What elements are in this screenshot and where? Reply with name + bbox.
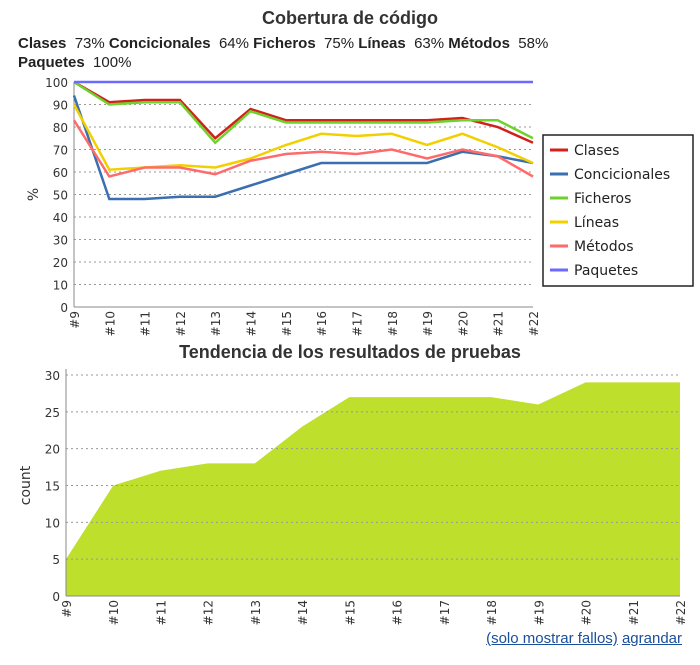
y-tick-label: 20 — [53, 256, 68, 270]
x-tick-label: #11 — [154, 600, 168, 625]
x-tick-label: #13 — [209, 311, 223, 336]
y-tick-label: 60 — [53, 166, 68, 180]
summary-value: 63% — [405, 35, 449, 52]
x-tick-label: #16 — [391, 600, 405, 625]
x-tick-label: #11 — [139, 311, 153, 336]
y-tick-label: 50 — [53, 189, 68, 203]
legend-label: Líneas — [574, 215, 619, 231]
x-tick-label: #17 — [350, 311, 364, 336]
summary-value: 73% — [66, 35, 109, 52]
y-tick-label: 90 — [53, 99, 68, 113]
x-tick-label: #9 — [60, 600, 74, 618]
x-tick-label: #17 — [438, 600, 452, 625]
x-tick-label: #10 — [103, 311, 117, 336]
summary-label: Paquetes — [18, 54, 85, 71]
legend-label: Concicionales — [574, 167, 670, 183]
failures-only-link[interactable]: (solo mostrar fallos) — [486, 630, 618, 647]
x-tick-label: #19 — [532, 600, 546, 625]
tests-trend-chart: 0 5 10 15 20 25 30 #9 #10 #11 #12 #13 #14 #15 #16 #17 #1… — [18, 369, 688, 625]
x-tick-label: #9 — [68, 311, 82, 329]
x-tick-label: #18 — [386, 311, 400, 336]
enlarge-link[interactable]: agrandar — [621, 630, 682, 647]
x-tick-label: #14 — [296, 600, 310, 625]
y-tick-label: 25 — [45, 406, 60, 420]
y-tick-label: 100 — [45, 76, 68, 90]
series-line-clases — [73, 80, 534, 144]
x-tick-label: #13 — [249, 600, 263, 625]
y-tick-label: 0 — [52, 590, 60, 604]
y-axis-label: count — [18, 465, 34, 505]
summary-value: 58% — [509, 35, 549, 52]
x-tick-label: #22 — [527, 311, 541, 336]
x-tick-label: #21 — [627, 600, 641, 625]
x-tick-label: #18 — [485, 600, 499, 625]
x-tick-label: #14 — [245, 311, 259, 336]
series-line-líneas — [72, 103, 534, 172]
coverage-chart-title: Cobertura de código — [261, 8, 438, 28]
y-tick-label: 10 — [53, 279, 68, 293]
y-tick-label: 0 — [60, 301, 68, 315]
x-tick-label: #15 — [280, 311, 294, 336]
y-tick-label: 20 — [45, 443, 60, 457]
y-tick-label: 40 — [53, 211, 68, 225]
x-tick-label: #21 — [492, 311, 506, 336]
legend-label: Clases — [574, 143, 619, 159]
x-tick-label: #19 — [421, 311, 435, 336]
y-tick-label: 15 — [45, 480, 60, 494]
y-axis-label: % — [26, 188, 42, 201]
summary-label: Concicionales — [108, 35, 211, 52]
summary-value: 75% — [315, 35, 359, 52]
y-tick-label: 80 — [53, 121, 68, 135]
y-tick-label: 30 — [53, 234, 68, 248]
area-series — [66, 382, 680, 596]
summary-label: Líneas — [358, 35, 406, 52]
summary-label: Clases — [18, 35, 67, 52]
x-tick-label: #20 — [456, 311, 470, 336]
legend-label: Ficheros — [574, 191, 631, 207]
y-tick-label: 10 — [45, 516, 60, 530]
x-tick-label: #20 — [580, 600, 594, 625]
summary-value: 64% — [210, 35, 254, 52]
y-tick-label: 5 — [52, 553, 60, 567]
legend-label: Métodos — [574, 239, 634, 255]
x-tick-label: #12 — [174, 311, 188, 336]
series-line-ficheros — [73, 80, 534, 145]
x-tick-label: #10 — [107, 600, 121, 625]
x-tick-label: #16 — [315, 311, 329, 336]
series-line-métodos — [72, 119, 534, 178]
x-tick-label: #15 — [343, 600, 357, 625]
summary-label: Métodos — [448, 35, 510, 52]
legend-label: Paquetes — [574, 263, 638, 279]
summary-label: Ficheros — [253, 35, 316, 52]
y-tick-label: 70 — [53, 144, 68, 158]
summary-value: 100% — [84, 54, 132, 71]
legend-box — [542, 134, 694, 287]
x-tick-label: #22 — [674, 600, 688, 625]
y-tick-label: 30 — [45, 369, 60, 383]
x-tick-label: #12 — [202, 600, 216, 625]
tests-chart-title: Tendencia de los resultados de pruebas — [179, 342, 521, 362]
chart-links: (solo mostrar fallos) agrandar — [486, 630, 682, 647]
coverage-chart: 0 10 20 30 40 50 60 70 80 90 100 #9 #10 #11 #12 #13 #14 #… — [26, 76, 694, 336]
coverage-summary: Clases 73% Concicionales 64% Ficheros 75… — [18, 34, 638, 72]
series-line-concicionales — [72, 95, 534, 201]
